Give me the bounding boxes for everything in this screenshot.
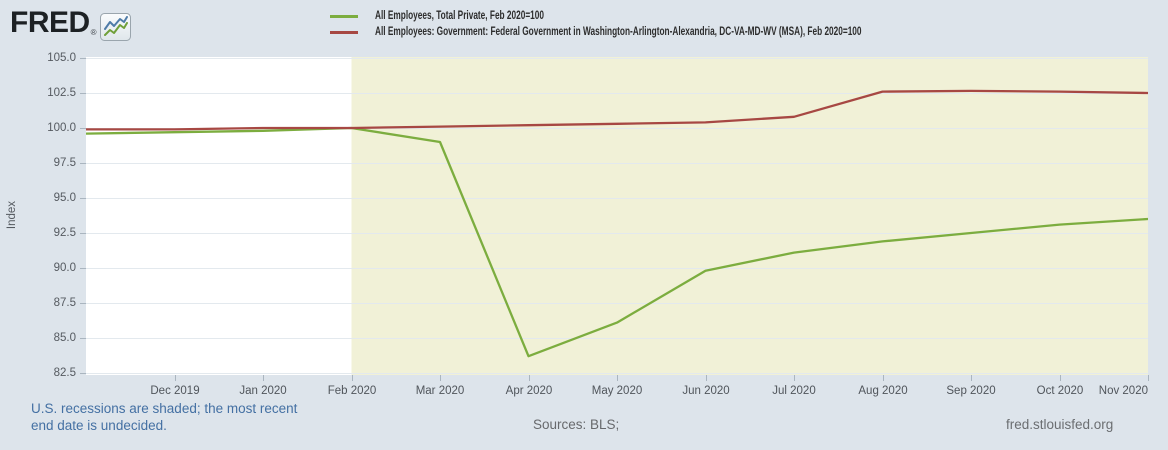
recession-note: U.S. recessions are shaded; the most rec… [31,400,297,434]
x-axis-tickmark [263,375,264,381]
chart-plot-area[interactable] [86,57,1148,375]
x-axis-label: Apr 2020 [505,385,553,397]
y-axis-tickmark [80,373,86,374]
y-axis-label: 105.0 [47,52,76,64]
x-axis-tickmark [440,375,441,381]
x-axis-tickmark [175,375,176,381]
legend-label[interactable]: All Employees: Government: Federal Gover… [375,26,862,38]
y-axis-tickmark [80,198,86,199]
recession-note-line2: end date is undecided. [31,418,167,433]
y-axis-label: 85.0 [53,332,76,344]
legend-item-0: All Employees, Total Private, Feb 2020=1… [330,10,1051,26]
x-axis-label: Aug 2020 [858,385,908,397]
y-axis-label: 95.0 [53,192,76,204]
y-axis-title: Index [6,200,18,230]
legend: All Employees, Total Private, Feb 2020=1… [330,10,1051,42]
legend-label[interactable]: All Employees, Total Private, Feb 2020=1… [375,10,544,22]
x-axis-tickmark [617,375,618,381]
x-axis-tickmark [1060,375,1061,381]
x-axis-label: May 2020 [591,385,643,397]
y-axis-label: 102.5 [47,87,76,99]
x-axis-tickmark [352,375,353,381]
y-axis-label: 90.0 [53,262,76,274]
x-axis-label: Sep 2020 [946,385,996,397]
x-axis-label: Nov 2020 [1098,385,1148,397]
legend-item-1: All Employees: Government: Federal Gover… [330,26,1051,42]
y-axis-label: 92.5 [53,227,76,239]
y-axis-tickmark [80,163,86,164]
x-axis-label: Jun 2020 [682,385,730,397]
x-axis-label: Mar 2020 [415,385,465,397]
y-axis-label: 82.5 [53,367,76,379]
y-axis-tickmark [80,128,86,129]
x-axis-label: Feb 2020 [327,385,377,397]
x-axis-tickmark [883,375,884,381]
recession-note-line1: U.S. recessions are shaded; the most rec… [31,401,298,416]
fred-site-link[interactable]: fred.stlouisfed.org [1006,417,1114,432]
series-line-0 [86,126,1148,358]
registered-trademark-icon: ® [90,28,97,37]
fred-logo-sparkline-icon [99,13,131,41]
y-axis-tickmark [80,93,86,94]
y-axis-label: 100.0 [47,122,76,134]
x-axis-label: Jul 2020 [772,385,816,397]
x-axis-tickmark [794,375,795,381]
x-axis-tickmark [1148,375,1149,381]
y-axis-tickmark [80,58,86,59]
y-axis-label: 87.5 [53,297,76,309]
x-axis-tickmark [529,375,530,381]
legend-swatch [330,15,358,18]
y-axis-tickmark [80,233,86,234]
y-axis-tickmark [80,303,86,304]
y-axis-label: 97.5 [53,157,76,169]
fred-logo-text: FRED [10,6,90,39]
x-axis-label: Dec 2019 [150,385,200,397]
x-axis-label: Oct 2020 [1036,385,1084,397]
x-axis-label: Jan 2020 [239,385,287,397]
fred-logo[interactable]: FRED ® [10,6,131,41]
legend-swatch [330,31,358,34]
y-axis-tickmark [80,338,86,339]
sources-text: Sources: BLS; [533,417,620,432]
recession-shading [351,57,1148,375]
x-axis-tickmark [706,375,707,381]
y-axis-tickmark [80,268,86,269]
x-axis-tickmark [971,375,972,381]
series-line-1 [86,89,1148,131]
